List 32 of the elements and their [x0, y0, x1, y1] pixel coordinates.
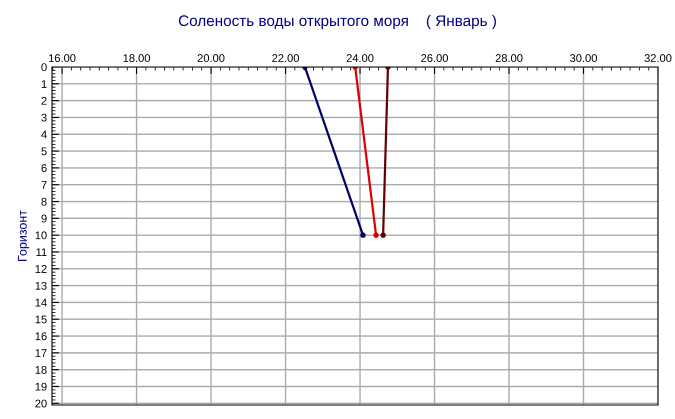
y-tick-label: 0 [41, 63, 47, 72]
y-tick-label: 5 [41, 147, 47, 156]
y-axis-title: Горизонт [18, 210, 30, 261]
y-tick-label: 7 [42, 181, 47, 189]
x-tick-label: 18.00 [123, 54, 150, 62]
x-tick-label: 28.00 [496, 54, 522, 62]
y-tick-label: 9 [41, 214, 47, 222]
y-tick-label: 6 [42, 164, 47, 172]
y-tick-label: 18 [36, 366, 47, 374]
y-tick-label: 3 [41, 114, 47, 122]
y-tick-label: 1 [42, 80, 47, 88]
y-tick-label: 20 [35, 400, 47, 408]
y-tick-label: 11 [36, 248, 47, 256]
x-tick-label: 32.00 [644, 54, 672, 62]
x-tick-label: 26.00 [421, 54, 448, 62]
y-tick-label: 17 [36, 349, 47, 357]
y-tick-label: 4 [41, 130, 47, 138]
x-tick-label: 30.00 [570, 54, 597, 62]
y-tick-label: 12 [36, 265, 47, 273]
y-tick-label: 2 [42, 96, 47, 105]
x-tick-label: 16.00 [49, 54, 76, 62]
y-tick-label: 15 [36, 316, 47, 324]
y-tick-label: 8 [41, 198, 47, 206]
x-tick-label: 22.00 [272, 54, 300, 62]
chart-title: Соленость воды открытого моря ( Январь ) [178, 14, 496, 30]
y-tick-label: 19 [36, 382, 47, 391]
y-tick-label: 13 [36, 282, 47, 290]
y-tick-label: 16 [36, 332, 47, 340]
x-tick-label: 24.00 [346, 54, 374, 62]
y-tick-label: 10 [36, 231, 47, 240]
x-tick-label: 20.00 [198, 54, 225, 62]
y-tick-label: 14 [36, 298, 47, 306]
